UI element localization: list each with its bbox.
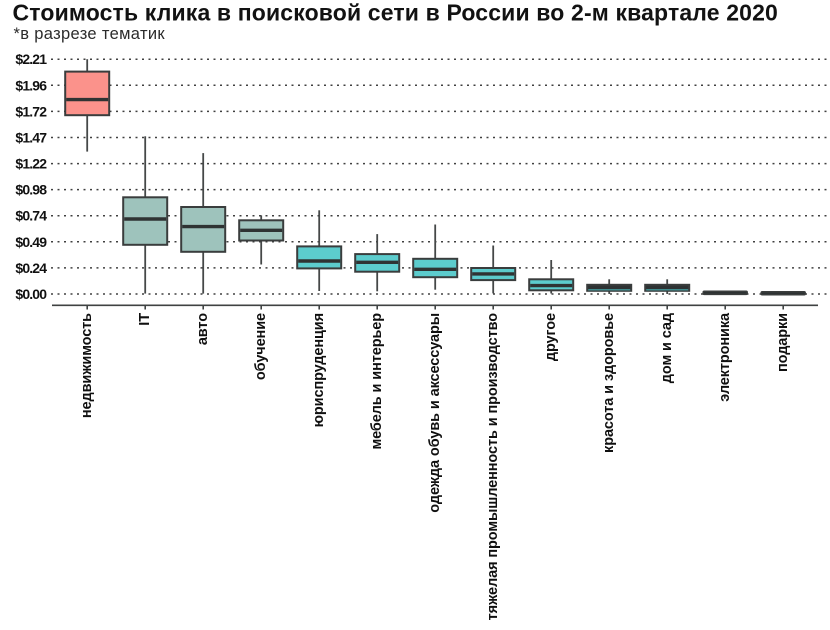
svg-text:красота и здоровье: красота и здоровье <box>601 313 617 453</box>
svg-text:$0.98: $0.98 <box>15 182 47 198</box>
svg-text:тяжелая промышленность и произ: тяжелая промышленность и производство <box>485 313 501 621</box>
svg-text:авто: авто <box>195 313 211 345</box>
svg-text:недвижимость: недвижимость <box>79 313 95 418</box>
svg-text:электроника: электроника <box>717 312 733 402</box>
svg-text:юриспруденция: юриспруденция <box>311 313 327 427</box>
svg-text:$1.96: $1.96 <box>15 77 47 93</box>
svg-text:$0.00: $0.00 <box>15 286 47 302</box>
svg-text:$0.24: $0.24 <box>15 260 47 276</box>
svg-text:другое: другое <box>543 313 559 361</box>
svg-text:обучение: обучение <box>253 313 269 380</box>
svg-text:$2.21: $2.21 <box>15 51 47 67</box>
svg-text:одежда обувь и аксессуары: одежда обувь и аксессуары <box>427 313 443 513</box>
svg-text:мебель и интерьер: мебель и интерьер <box>369 313 385 450</box>
svg-text:*в разрезе тематик: *в разрезе тематик <box>14 25 166 43</box>
svg-text:$1.72: $1.72 <box>15 103 47 119</box>
svg-text:подарки: подарки <box>775 313 791 372</box>
svg-text:$1.47: $1.47 <box>15 130 47 146</box>
svg-text:дом и сад: дом и сад <box>659 313 675 383</box>
svg-text:$0.49: $0.49 <box>15 234 47 250</box>
svg-text:$1.22: $1.22 <box>15 156 47 172</box>
svg-text:$0.74: $0.74 <box>15 208 47 224</box>
svg-text:Стоимость клика в поисковой се: Стоимость клика в поисковой сети в Росси… <box>13 0 779 26</box>
svg-text:IT: IT <box>137 313 153 326</box>
